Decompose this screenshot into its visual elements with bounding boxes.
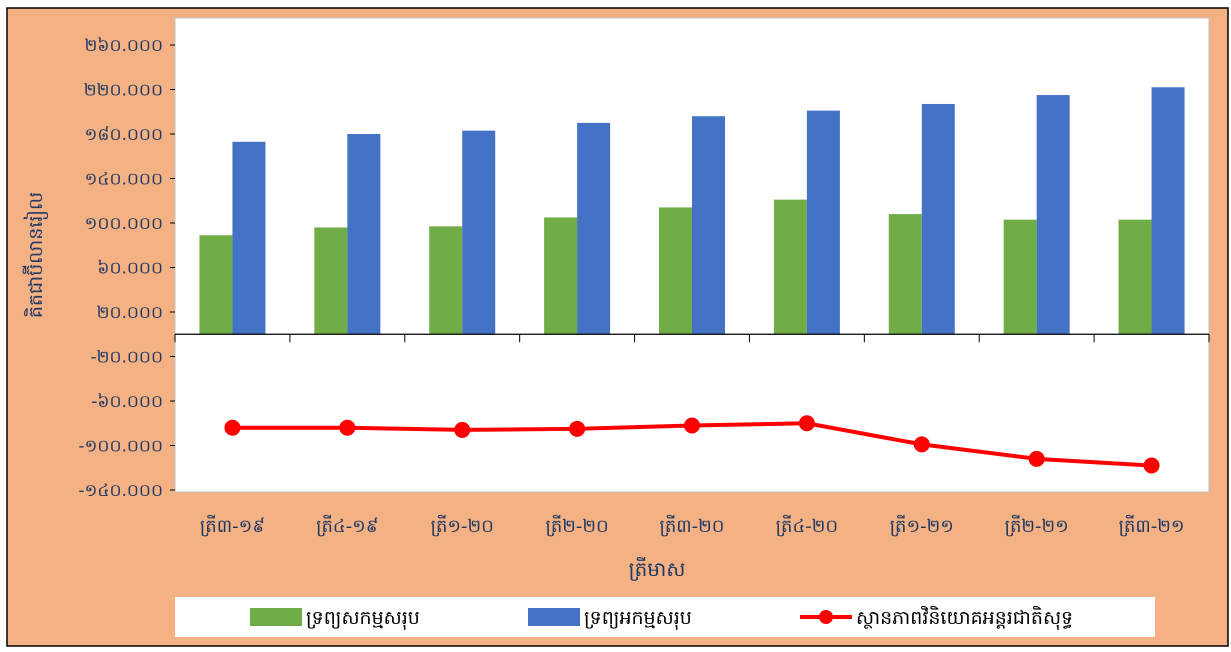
net-position-point: [798, 415, 815, 432]
x-tick-label: ត្រី៣-២១: [1119, 514, 1185, 537]
legend-label-0: ទ្រព្យសកម្មសរុប: [306, 607, 420, 631]
bar-assets: [888, 214, 922, 335]
y-tick-label: -១៤០.០០០: [78, 481, 163, 501]
legend-box: [175, 597, 1155, 637]
legend-swatch-marker: [819, 610, 833, 624]
x-tick-label: ត្រី៣-២០: [659, 514, 724, 537]
net-position-point: [454, 421, 471, 438]
x-tick-label: ត្រី១-២១: [890, 514, 954, 537]
legend-label-2: ស្ថានភាពវិនិយោគអន្តរជាតិសុទ្ធ: [856, 605, 1073, 631]
y-axis-ticks: ២៦០.០០០២២០.០០០១៨០.០០០១៤០.០០០១០០.០០០៦០.០០…: [78, 36, 175, 501]
net-position-point: [1143, 457, 1160, 474]
net-position-point: [339, 419, 356, 436]
net-position-point: [569, 420, 586, 437]
bar-assets: [1003, 219, 1037, 335]
bar-liabilities: [806, 110, 840, 335]
net-position-point: [684, 417, 700, 434]
bar-assets: [314, 227, 348, 335]
legend-label-1: ទ្រព្យអកម្មសរុប: [584, 607, 692, 631]
bar-liabilities: [692, 116, 725, 335]
x-axis-ticks: ត្រី៣-១៩ ត្រី៤-១៩ ត្រី១-២០ ត្រី២-២០ ត្រី៣-២០…: [174, 334, 1210, 537]
bar-assets: [199, 235, 233, 335]
bar-assets: [659, 207, 692, 335]
legend-swatch-0: [250, 608, 302, 626]
bar-liabilities: [1151, 87, 1185, 335]
legend-swatch-1: [528, 608, 580, 626]
net-position-point: [1028, 450, 1045, 467]
x-tick-label: ត្រី២-២១: [1005, 514, 1069, 537]
bar-assets: [429, 226, 463, 335]
y-tick-label: ២៦០.០០០: [85, 36, 163, 56]
bar-liabilities: [921, 103, 955, 335]
bar-liabilities: [1036, 95, 1070, 335]
x-tick-label: ត្រី១-២០: [431, 514, 494, 537]
net-position-point: [913, 436, 930, 453]
net-position-point: [224, 419, 241, 436]
y-tick-label: -៦០.០០០: [91, 392, 163, 412]
net-position-line: [224, 415, 1160, 474]
bar-liabilities: [577, 122, 611, 335]
y-tick-label: -២០.០០០: [90, 348, 163, 368]
y-tick-label: ១៤០.០០០: [85, 170, 163, 190]
bar-liabilities: [462, 130, 496, 335]
x-tick-label: ត្រី៤-១៩: [316, 514, 378, 537]
legend: ទ្រព្យសកម្មសរុប ទ្រព្យអកម្មសរុប ស្ថានភាពវិ…: [250, 605, 1073, 631]
y-tick-label: ២០.០០០: [97, 303, 163, 323]
bars: [199, 87, 1185, 335]
bar-liabilities: [232, 141, 266, 335]
y-axis-title: គិតជាប៊ីលានរៀល: [22, 192, 49, 318]
y-tick-label: ២២០.០០០: [84, 81, 163, 101]
bar-assets: [544, 217, 578, 335]
y-tick-label: -១០០.០០០: [78, 437, 163, 457]
y-tick-label: ១៨០.០០០: [85, 125, 163, 145]
bar-assets: [1118, 219, 1152, 335]
bar-assets: [773, 199, 807, 335]
bar-liabilities: [347, 134, 381, 335]
x-tick-label: ត្រី២-២០: [545, 514, 608, 537]
x-tick-label: ត្រី៣-១៩: [200, 514, 265, 537]
x-axis-title: ត្រីមាស: [629, 556, 686, 581]
y-tick-label: ៦០.០០០: [97, 259, 163, 279]
x-tick-label: ត្រី៤-២០: [776, 514, 838, 537]
y-tick-label: ១០០.០០០: [85, 214, 163, 234]
